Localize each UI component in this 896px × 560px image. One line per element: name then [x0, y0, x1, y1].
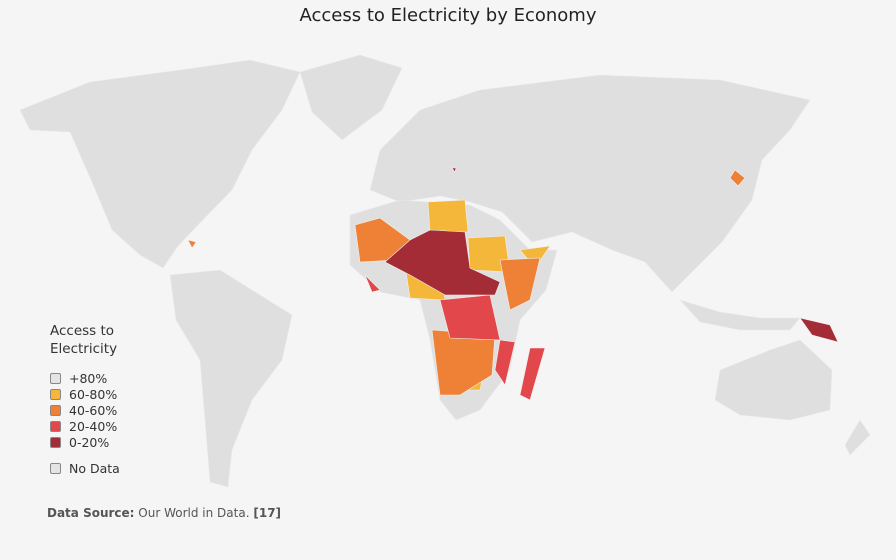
legend-swatch [50, 436, 61, 448]
legend-item: No Data [50, 460, 140, 476]
greenland [299, 54, 403, 141]
legend-label: 40-60% [69, 402, 118, 418]
source-ref: [17] [253, 506, 282, 520]
legend-title: Access to Electricity [50, 323, 118, 357]
australia [714, 339, 833, 421]
legend-label: +80% [69, 370, 108, 386]
legend: Access to Electricity +80% 60-80% 40-60% 20… [50, 322, 140, 476]
legend-swatch [50, 404, 61, 416]
legend-label: 0-20% [69, 434, 110, 450]
new-zealand [844, 419, 871, 456]
legend-swatch [50, 420, 61, 432]
source-text: Our World in Data. [138, 506, 250, 520]
eurasia [369, 74, 811, 293]
legend-swatch [50, 388, 61, 400]
source: Data Source: Our World in Data. [17] [47, 506, 281, 520]
legend-item: 60-80% [50, 386, 140, 402]
legend-items: +80% 60-80% 40-60% 20-40% 0-20% [50, 370, 140, 450]
map-title: Access to Electricity by Economy [299, 5, 597, 26]
legend-item: 20-40% [50, 418, 140, 434]
legend-swatch [50, 462, 61, 474]
north-america [19, 59, 301, 269]
south-america [169, 269, 293, 488]
legend-label: No Data [69, 460, 120, 476]
legend-label: 20-40% [69, 418, 118, 434]
source-label: Data Source: [47, 506, 135, 520]
region-dark-red [384, 167, 839, 343]
legend-item: +80% [50, 370, 140, 386]
legend-swatch [50, 372, 61, 384]
region-red [364, 274, 546, 401]
indonesia [679, 299, 801, 331]
legend-item: 40-60% [50, 402, 140, 418]
legend-item: 0-20% [50, 434, 140, 450]
legend-label: 60-80% [69, 386, 118, 402]
